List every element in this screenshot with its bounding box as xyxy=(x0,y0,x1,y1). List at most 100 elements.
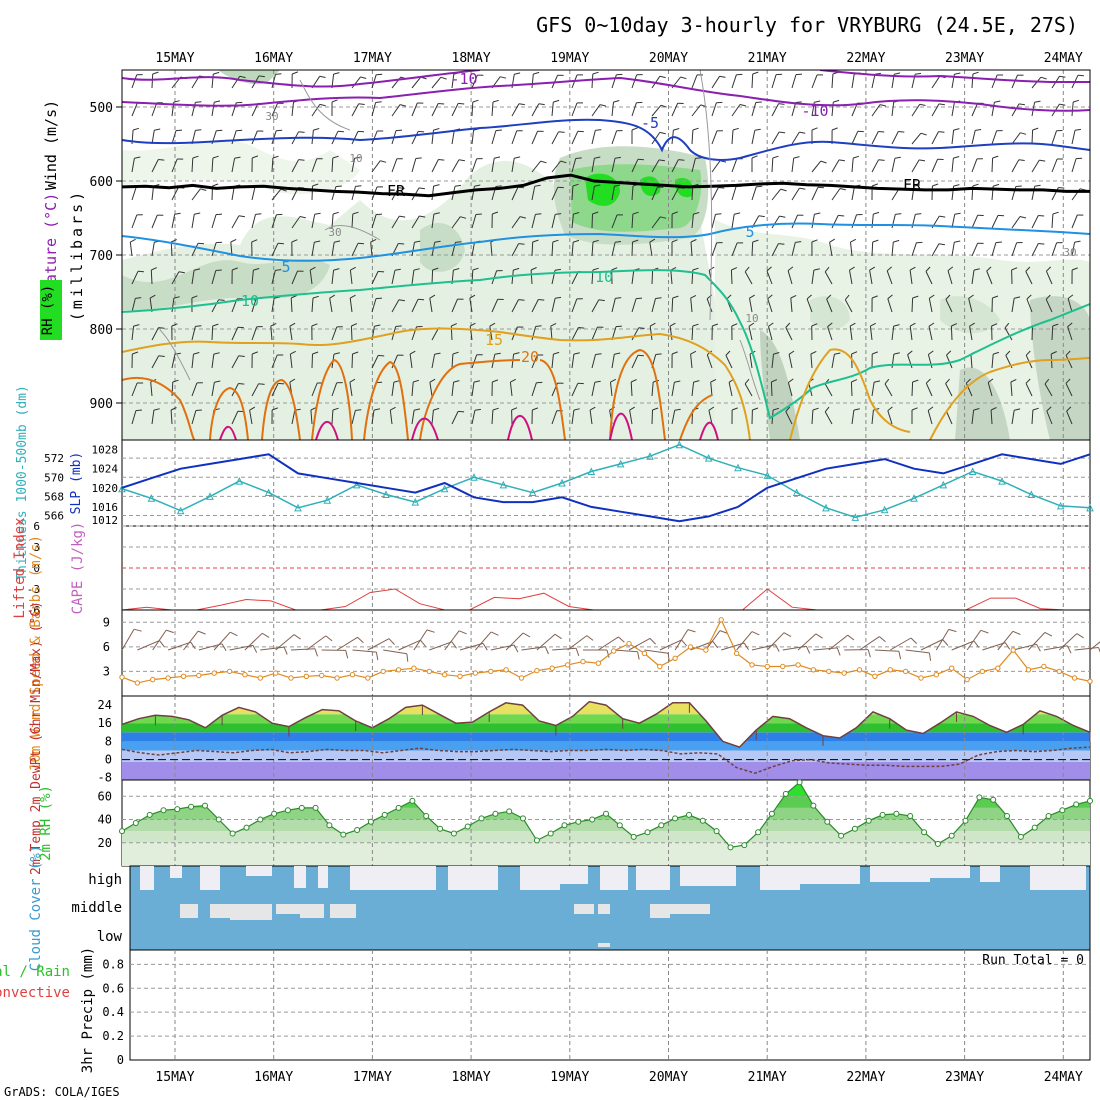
wind-barb xyxy=(271,270,276,285)
wind-barb xyxy=(591,186,595,201)
rh-point xyxy=(1059,807,1066,814)
thickness-point xyxy=(880,505,889,514)
temp-tick-label: 16 xyxy=(98,716,112,730)
wind-barb xyxy=(571,298,578,313)
thickness-point xyxy=(294,503,302,512)
surface-barb-flag xyxy=(879,636,886,643)
surface-barb-flag xyxy=(522,632,531,638)
wind-barb xyxy=(706,354,713,369)
wind-barb xyxy=(1051,158,1058,173)
wind-barb-flag xyxy=(871,295,878,299)
wind-barb xyxy=(311,104,321,117)
surface-barb-flag xyxy=(980,629,989,634)
wind-barb-flag xyxy=(659,131,666,135)
wind-barb-flag xyxy=(772,407,780,411)
rh-point xyxy=(893,810,900,817)
thickness-point xyxy=(147,494,156,502)
rh2m-axis-label: 2m RH (%) xyxy=(38,785,54,861)
wind-barb xyxy=(311,214,316,229)
rh-point xyxy=(520,815,526,822)
wind-barb-flag xyxy=(615,297,622,299)
surface-barb xyxy=(260,646,285,651)
wind-speed-point xyxy=(257,675,263,681)
wind-speed-point xyxy=(472,670,479,676)
wind-barb xyxy=(971,158,978,173)
wind-barb-flag xyxy=(553,99,560,103)
wind-barb-flag xyxy=(659,75,666,79)
wind-barb xyxy=(711,160,721,173)
thickness-point xyxy=(704,454,713,462)
rh-point xyxy=(851,825,858,832)
cloud-gap-middle xyxy=(230,904,272,920)
contour-label: 30 xyxy=(265,110,278,123)
surface-barb-flag xyxy=(712,641,719,649)
thickness-point xyxy=(851,513,860,521)
wind-barb xyxy=(691,185,694,201)
contour-10 xyxy=(122,269,1090,420)
wind-barb xyxy=(151,102,158,117)
wind-barb xyxy=(907,354,913,369)
wind-barb xyxy=(211,354,215,369)
wind-barb xyxy=(971,130,976,145)
wind-barb-flag xyxy=(873,380,881,383)
surface-barb-flag xyxy=(774,644,780,652)
cloud-gap-middle xyxy=(276,904,300,914)
wind-barb-flag xyxy=(1046,266,1052,272)
wind-barb xyxy=(909,326,913,341)
y-tick-label: 600 xyxy=(90,175,113,190)
wind-barb xyxy=(589,410,593,425)
wind-barb xyxy=(370,242,373,257)
wind-barb xyxy=(1071,242,1076,257)
wind-barb-flag xyxy=(671,351,678,355)
rh-point xyxy=(547,830,554,837)
wind-barb xyxy=(751,241,754,257)
cloud-gap-middle xyxy=(650,904,670,918)
wind-barb-flag xyxy=(538,299,545,301)
rh-point xyxy=(603,810,609,817)
rh-point xyxy=(423,813,430,819)
rh-tick-label: 60 xyxy=(98,789,112,803)
wind-barb-flag xyxy=(458,102,465,105)
cloud-gap-high xyxy=(170,866,182,878)
wind-barb xyxy=(489,326,493,341)
wind-barb-flag xyxy=(827,322,833,328)
wind-barb-flag xyxy=(193,352,200,355)
wind-barb xyxy=(151,355,160,369)
precip-tick-label: 0 xyxy=(117,1053,124,1067)
wind-barb xyxy=(1065,383,1073,397)
wind-barb xyxy=(871,241,874,257)
wind-barb-flag xyxy=(660,216,667,219)
wind-barb xyxy=(350,325,353,341)
rh-band xyxy=(122,842,1090,866)
wind-barb-flag xyxy=(312,295,319,299)
surface-barb xyxy=(920,639,943,651)
wind-barb xyxy=(651,132,661,145)
rh-point xyxy=(354,827,361,833)
wind-barb-flag xyxy=(928,350,934,355)
wind-barb-flag xyxy=(518,299,525,301)
wind-barb xyxy=(886,270,893,285)
wind-barb xyxy=(251,186,256,201)
precip-tick-label: 0.2 xyxy=(102,1029,124,1043)
wind-barb xyxy=(1071,130,1076,145)
wind-barb-flag xyxy=(215,213,223,216)
wind-barb xyxy=(788,354,793,369)
wind-barb-flag xyxy=(893,239,900,243)
wind-barb xyxy=(131,74,138,89)
rh-point xyxy=(312,804,319,811)
wind-barb-flag xyxy=(358,103,365,105)
wind-speed-point xyxy=(872,673,878,679)
precip-tick-label: 0.8 xyxy=(102,957,124,971)
wind-barb xyxy=(1067,298,1073,313)
wind-barb-flag xyxy=(915,213,922,215)
temp-tick-label: 8 xyxy=(105,734,112,748)
precip-tick-label: 0.4 xyxy=(102,1005,124,1019)
wind-barb-flag xyxy=(399,104,407,107)
y-tick-label: 500 xyxy=(90,101,113,116)
rh-legend-swatch xyxy=(40,280,62,340)
wind-barb-flag xyxy=(312,183,319,187)
wind-barb-flag xyxy=(151,267,157,271)
wind-barb xyxy=(251,298,257,313)
surface-barb-flag xyxy=(618,636,625,643)
wind-barb xyxy=(411,76,422,89)
